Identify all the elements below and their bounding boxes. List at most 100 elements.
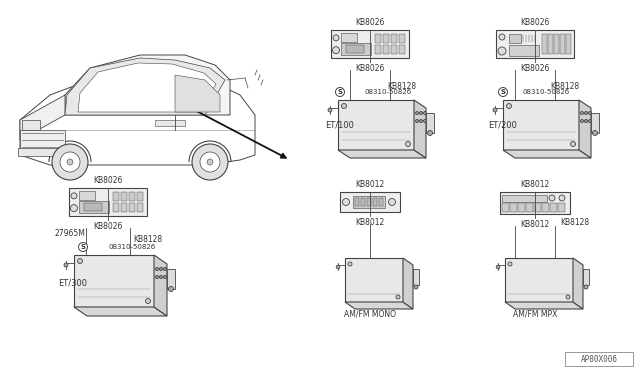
Bar [137, 203, 143, 212]
Circle shape [570, 141, 575, 147]
Circle shape [589, 112, 591, 115]
Text: AM/FM MPX: AM/FM MPX [513, 310, 557, 318]
Text: ET/100: ET/100 [326, 121, 355, 129]
Polygon shape [65, 55, 230, 115]
Circle shape [156, 267, 159, 270]
Text: ET/200: ET/200 [488, 121, 517, 129]
Text: KB8128: KB8128 [387, 81, 417, 90]
Bar [79, 191, 95, 200]
Circle shape [584, 285, 588, 289]
Bar [566, 34, 571, 54]
Circle shape [415, 112, 419, 115]
Polygon shape [414, 100, 426, 158]
Text: S: S [500, 89, 506, 95]
Circle shape [424, 119, 426, 122]
Bar [129, 192, 135, 201]
Bar [338, 100, 414, 150]
Circle shape [406, 141, 410, 147]
Bar [375, 45, 381, 54]
Circle shape [566, 295, 570, 299]
Circle shape [419, 119, 422, 122]
Bar [167, 269, 175, 289]
Text: KB8026: KB8026 [520, 17, 550, 26]
Bar [591, 113, 599, 133]
Text: KB8128: KB8128 [561, 218, 589, 227]
Circle shape [580, 112, 584, 115]
Circle shape [424, 112, 426, 115]
Circle shape [496, 265, 500, 269]
Bar [375, 34, 381, 43]
Text: AP80X006: AP80X006 [580, 355, 618, 363]
Circle shape [168, 286, 173, 292]
Bar [565, 352, 633, 366]
Bar [373, 198, 377, 206]
Text: KB8012: KB8012 [355, 180, 385, 189]
Circle shape [342, 103, 346, 109]
Circle shape [333, 35, 339, 41]
Bar [503, 100, 579, 150]
Polygon shape [175, 75, 220, 112]
Circle shape [163, 276, 166, 279]
Text: KB8026: KB8026 [520, 64, 550, 73]
Circle shape [499, 34, 505, 40]
Bar [84, 203, 102, 211]
Text: KB8012: KB8012 [355, 218, 385, 227]
Circle shape [328, 108, 332, 112]
Polygon shape [65, 58, 225, 115]
Polygon shape [403, 258, 413, 309]
Bar [426, 113, 434, 133]
Circle shape [342, 199, 349, 205]
Bar [550, 203, 557, 212]
Bar [509, 45, 539, 56]
Bar [137, 192, 143, 201]
Circle shape [145, 298, 150, 304]
Bar [510, 203, 517, 212]
Circle shape [67, 159, 73, 165]
Text: S: S [337, 89, 342, 95]
Bar [345, 258, 403, 302]
Bar [583, 269, 589, 285]
Bar [554, 34, 559, 54]
Bar [502, 195, 547, 202]
Bar [121, 192, 127, 201]
Bar [113, 192, 119, 201]
Polygon shape [78, 63, 216, 112]
Bar [505, 258, 573, 302]
Polygon shape [20, 95, 65, 140]
Bar [22, 120, 40, 130]
Circle shape [192, 144, 228, 180]
Text: KB8128: KB8128 [550, 81, 580, 90]
Bar [155, 120, 185, 126]
Text: 08310-50826: 08310-50826 [365, 89, 412, 95]
Bar [399, 34, 405, 43]
Bar [355, 198, 359, 206]
Bar [518, 203, 525, 212]
Bar [346, 45, 364, 53]
Bar [391, 34, 397, 43]
Circle shape [559, 195, 565, 201]
Bar [548, 34, 553, 54]
Text: KB8026: KB8026 [355, 64, 385, 73]
Text: 08310-50826: 08310-50826 [523, 89, 570, 95]
Bar [341, 43, 371, 55]
Bar [353, 196, 385, 208]
Circle shape [333, 46, 339, 54]
Polygon shape [338, 150, 426, 158]
Circle shape [159, 276, 163, 279]
Bar [413, 269, 419, 285]
Bar [69, 188, 147, 216]
Bar [18, 148, 68, 156]
Polygon shape [20, 72, 255, 165]
Circle shape [388, 199, 396, 205]
Text: KB8026: KB8026 [93, 221, 123, 231]
Circle shape [428, 131, 433, 135]
Bar [496, 30, 574, 58]
Bar [341, 33, 357, 42]
Bar [399, 45, 405, 54]
Circle shape [163, 267, 166, 270]
Text: ET/300: ET/300 [58, 279, 88, 288]
Bar [502, 203, 509, 212]
Bar [526, 203, 533, 212]
Bar [383, 34, 389, 43]
Bar [542, 203, 549, 212]
